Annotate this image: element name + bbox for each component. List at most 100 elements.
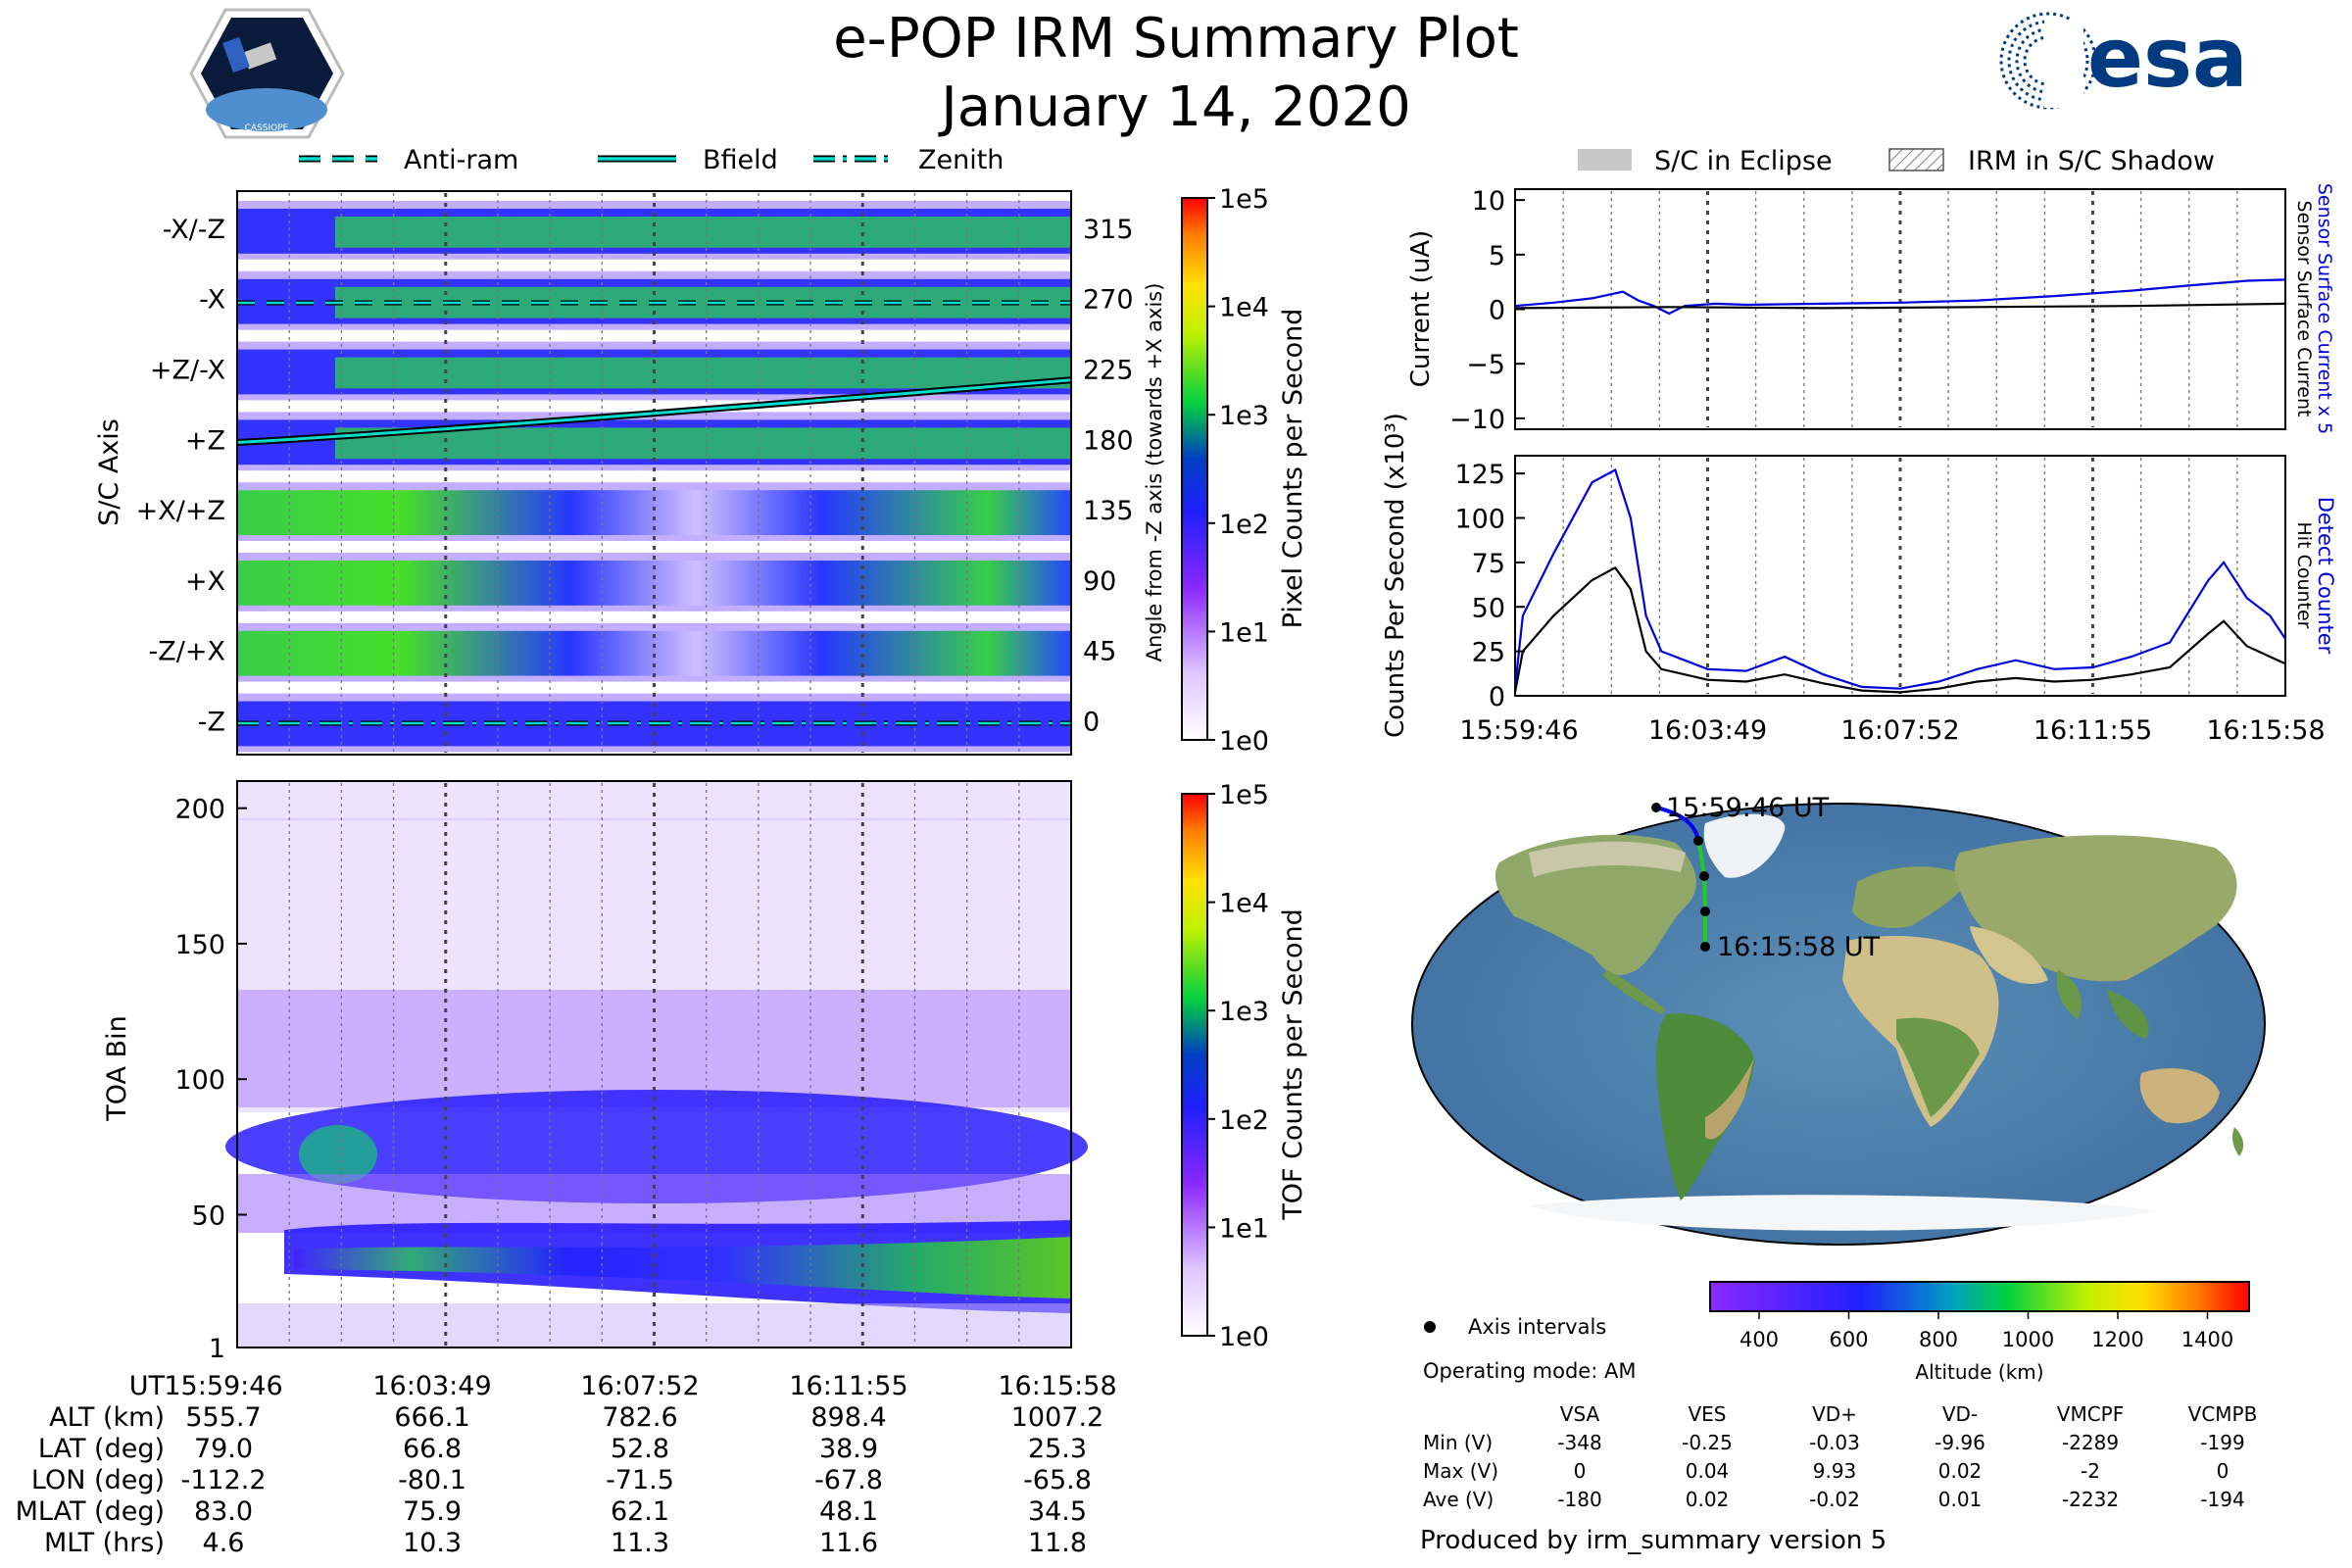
ephem-value: -71.5 bbox=[606, 1465, 674, 1495]
ephem-label: MLT (hrs) bbox=[44, 1528, 165, 1558]
ytick-label: 5 bbox=[1489, 241, 1505, 271]
pixel-axis-label: +X bbox=[185, 566, 225, 597]
toa-gridlines bbox=[288, 783, 1020, 1346]
voltage-value: -348 bbox=[1557, 1431, 1601, 1454]
ephem-value: 66.8 bbox=[403, 1434, 462, 1464]
voltage-value: 9.93 bbox=[1813, 1459, 1857, 1483]
voltage-col-header: VES bbox=[1688, 1402, 1726, 1426]
toa-ytick: 100 bbox=[174, 1065, 225, 1096]
pixel-right-axis-label: Angle from -Z axis (towards +X axis) bbox=[1143, 283, 1166, 662]
series-line-black bbox=[1514, 302, 2286, 310]
ytick-label: 0 bbox=[1489, 296, 1505, 326]
toa-ytick: 200 bbox=[174, 795, 225, 825]
track-start-label: 15:59:46 UT bbox=[1666, 793, 1830, 823]
colorbar-tick: 1e5 bbox=[1219, 780, 1269, 810]
pixel-left-labels: -X/-Z -X +Z/-X +Z +X/+Z +X -Z/+X -Z bbox=[136, 215, 225, 738]
pixel-right-tick: 90 bbox=[1083, 566, 1116, 597]
pixel-axis-label: +Z bbox=[185, 425, 225, 456]
ephem-value: -65.8 bbox=[1023, 1465, 1092, 1495]
voltage-row-label: Ave (V) bbox=[1423, 1488, 1494, 1511]
altitude-tick: 1400 bbox=[2181, 1328, 2233, 1351]
pixel-axis-label: +X/+Z bbox=[136, 496, 225, 526]
pixel-band-6 bbox=[237, 630, 1071, 676]
ytick-label: 0 bbox=[1489, 682, 1505, 712]
voltage-col-header: VD+ bbox=[1812, 1402, 1857, 1426]
legend-label-solid: Bfield bbox=[703, 145, 778, 175]
colorbar-tick: 1e1 bbox=[1219, 617, 1269, 648]
pixel-colorbar: 1e5 1e4 1e3 1e2 1e1 1e0 Pixel Counts per Seco… bbox=[1181, 184, 1308, 757]
voltage-col-header: VSA bbox=[1560, 1402, 1600, 1426]
toa-yticks: 200 150 100 50 1 bbox=[174, 795, 247, 1364]
pixel-right-tick: 225 bbox=[1083, 356, 1134, 386]
ytick-label: 75 bbox=[1472, 549, 1505, 579]
colorbar-tick: 1e2 bbox=[1219, 510, 1269, 540]
ephem-value: 782.6 bbox=[602, 1402, 677, 1433]
voltage-table: VSA VES VD+ VD- VMCPF VCMPB Min (V) -348 -0.25 -0… bbox=[1423, 1402, 2257, 1511]
time-tick-label: 16:07:52 bbox=[1840, 715, 1959, 746]
current-right-label-2: Sensor Surface Current bbox=[2293, 201, 2315, 417]
voltage-value: 0 bbox=[2217, 1459, 2230, 1483]
ephem-value: 16:03:49 bbox=[372, 1371, 491, 1401]
altitude-tick: 1000 bbox=[2002, 1328, 2054, 1351]
legend-eclipse-label: S/C in Eclipse bbox=[1654, 146, 1833, 176]
voltage-value: 0.02 bbox=[1686, 1488, 1730, 1511]
colorbar-tick: 1e4 bbox=[1219, 889, 1269, 919]
ephem-value: 16:07:52 bbox=[580, 1371, 699, 1401]
series-line-black bbox=[1513, 565, 2286, 694]
altitude-tick: 400 bbox=[1740, 1328, 1779, 1351]
voltage-value: -9.96 bbox=[1935, 1431, 1985, 1454]
track-point-4 bbox=[1700, 906, 1710, 916]
ephem-value: -112.2 bbox=[180, 1465, 266, 1495]
legend-label-dashdot: Zenith bbox=[918, 145, 1004, 175]
series-line-blue bbox=[1513, 467, 2286, 690]
track-point-3 bbox=[1699, 871, 1709, 881]
altitude-tick: 800 bbox=[1919, 1328, 1958, 1351]
legend-label-dashed: Anti-ram bbox=[404, 145, 518, 175]
pixel-axis-label: -X/-Z bbox=[163, 215, 225, 245]
voltage-value: -0.03 bbox=[1809, 1431, 1860, 1454]
ytick-label: 10 bbox=[1472, 186, 1505, 217]
altitude-colorbar: 400 600 800 1000 1200 1400 Altitude (km) bbox=[1709, 1281, 2250, 1384]
voltage-value: -2232 bbox=[2062, 1488, 2119, 1511]
pixel-band-core bbox=[335, 357, 1071, 389]
current-right-label-1: Sensor Surface Current x 5 bbox=[2314, 183, 2335, 434]
voltage-value: -2 bbox=[2081, 1459, 2100, 1483]
ephem-label: LAT (deg) bbox=[38, 1434, 165, 1464]
colorbar-tick: 1e3 bbox=[1219, 401, 1269, 431]
ephem-value: 25.3 bbox=[1028, 1434, 1087, 1464]
axis-intervals-label: Axis intervals bbox=[1468, 1315, 1606, 1339]
voltage-value: 0.01 bbox=[1938, 1488, 1983, 1511]
ephem-value: 898.4 bbox=[810, 1402, 886, 1433]
ephem-value: 79.0 bbox=[194, 1434, 253, 1464]
counts-panel: 125 100 75 50 25 0 15:59:46 16:03:49 16:07:52 16… bbox=[1381, 413, 2337, 746]
ytick-label: −5 bbox=[1466, 350, 1505, 380]
cassiope-logo: CASSIOPE bbox=[189, 8, 345, 139]
ephem-value: 48.1 bbox=[819, 1496, 878, 1527]
voltage-col-header: VCMPB bbox=[2188, 1402, 2258, 1426]
voltage-value: 0.04 bbox=[1686, 1459, 1730, 1483]
ephem-value: 11.6 bbox=[819, 1528, 878, 1558]
toa-ytick: 150 bbox=[174, 930, 225, 960]
toa-colorbar: 1e5 1e4 1e3 1e2 1e1 1e0 TOF Counts per Second bbox=[1181, 780, 1308, 1352]
produced-by: Produced by irm_summary version 5 bbox=[1420, 1526, 1886, 1555]
ephem-value: 16:11:55 bbox=[789, 1371, 907, 1401]
colorbar-tick: 1e4 bbox=[1219, 293, 1269, 323]
pixel-ylabel: S/C Axis bbox=[94, 418, 124, 526]
ephem-value: 16:15:58 bbox=[998, 1371, 1116, 1401]
colorbar-tick: 1e2 bbox=[1219, 1105, 1269, 1136]
time-tick-label: 16:11:55 bbox=[2034, 715, 2152, 746]
ephem-label: LON (deg) bbox=[31, 1465, 165, 1495]
voltage-col-header: VD- bbox=[1942, 1402, 1978, 1426]
pixel-right-tick: 45 bbox=[1083, 637, 1116, 667]
world-map: 15:59:46 UT 16:15:58 UT bbox=[1404, 793, 2266, 1246]
ephem-value: 4.6 bbox=[203, 1528, 245, 1558]
toa-colorbar-label: TOF Counts per Second bbox=[1278, 908, 1308, 1221]
colorbar-tick: 1e5 bbox=[1219, 184, 1269, 215]
pixel-colorbar-label: Pixel Counts per Second bbox=[1278, 309, 1308, 629]
counts-right-label-2: Hit Counter bbox=[2293, 522, 2315, 629]
ephem-value: 11.3 bbox=[611, 1528, 669, 1558]
track-point-1 bbox=[1651, 803, 1661, 812]
ephem-value: 62.1 bbox=[611, 1496, 669, 1527]
colorbar-tick: 1e1 bbox=[1219, 1213, 1269, 1244]
ytick-label: −10 bbox=[1449, 405, 1505, 435]
